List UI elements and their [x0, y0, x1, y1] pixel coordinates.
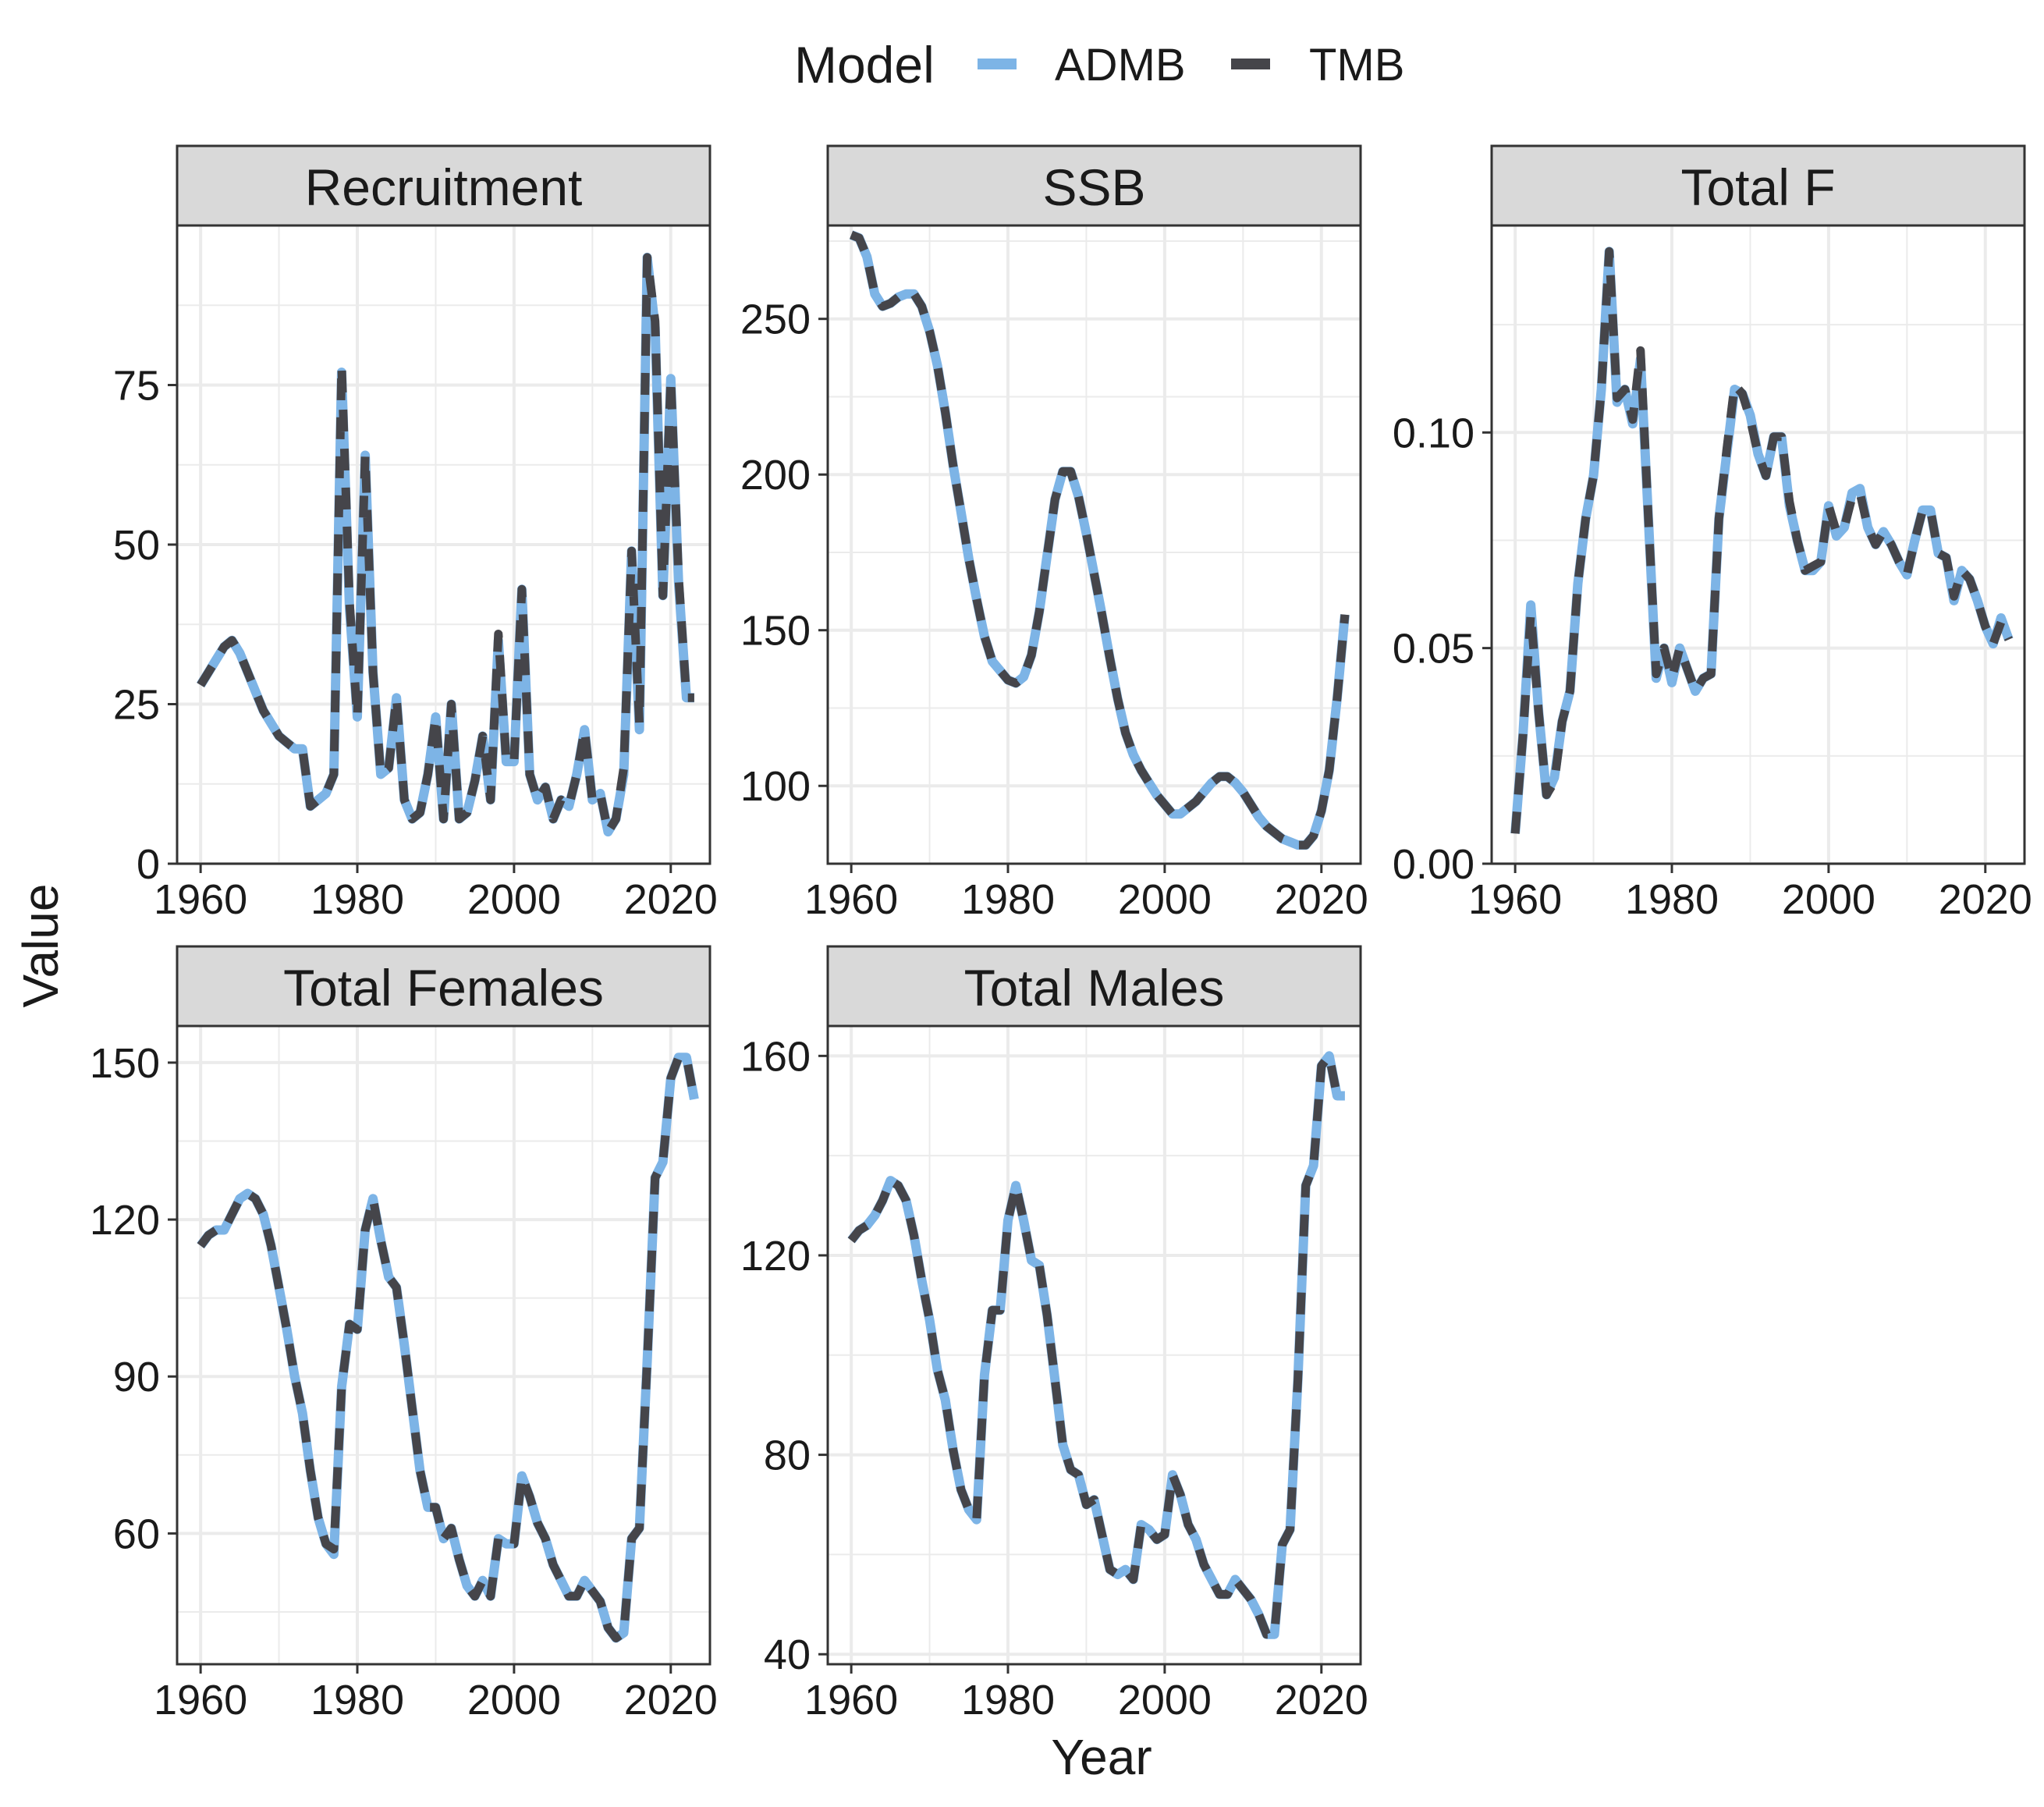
strip-label-total-males: Total Males — [964, 959, 1225, 1017]
strip-total-females — [176, 945, 711, 1028]
series-line-tmb-total-males — [847, 1051, 1345, 1639]
strip-ssb — [826, 144, 1362, 227]
x-axis-total-f: 1960 1980 2000 2020 — [1468, 864, 2032, 923]
strip-label-total-f: Total F — [1680, 158, 1835, 216]
x-axis-total-females: 1960 1980 2000 2020 — [154, 1664, 718, 1724]
x-tick-label: 1960 — [154, 1677, 247, 1724]
x-tick-label: 1960 — [804, 1677, 898, 1724]
panel-border-total-f — [1490, 224, 2026, 865]
x-tick-label: 2020 — [1275, 1677, 1368, 1724]
x-tick-label: 2020 — [624, 1677, 718, 1724]
panel-total-males: Total Males 1960 1980 2000 2020 40 80 120 160 — [740, 945, 1368, 1724]
x-axis-ssb: 1960 1980 2000 2020 — [804, 864, 1368, 923]
x-tick-label: 2000 — [1782, 876, 1875, 923]
x-tick-label: 1960 — [1468, 876, 1562, 923]
x-tick-label: 1980 — [1625, 876, 1719, 923]
x-tick-label: 2000 — [467, 1677, 561, 1724]
legend-label-admb: ADMB — [1055, 40, 1186, 91]
y-axis-ssb: 100 150 200 250 — [740, 296, 828, 810]
plot-area-ssb — [828, 225, 1361, 864]
series-total-f — [1510, 247, 2014, 834]
y-tick-label: 75 — [113, 363, 160, 410]
panel-total-f: Total F 1960 1980 2000 2020 0.00 0.05 0.10 — [1393, 144, 2032, 923]
y-axis-recruitment: 0 25 50 75 — [113, 363, 177, 888]
panel-recruitment: Recruitment 1960 1980 2000 2020 0 25 50 75 — [113, 144, 718, 923]
x-tick-label: 2000 — [1118, 1677, 1212, 1724]
x-axis-recruitment: 1960 1980 2000 2020 — [154, 864, 718, 923]
legend-title: Model — [794, 36, 935, 94]
series-total-males — [847, 1051, 1345, 1639]
x-tick-label: 1980 — [961, 876, 1055, 923]
y-tick-label: 120 — [90, 1197, 160, 1244]
strip-recruitment — [176, 144, 711, 227]
y-tick-label: 40 — [764, 1631, 811, 1678]
panel-border-total-females — [176, 1024, 711, 1666]
y-tick-label: 50 — [113, 522, 160, 569]
y-tick-label: 100 — [740, 763, 811, 810]
x-tick-label: 2020 — [1939, 876, 2032, 923]
y-tick-label: 150 — [740, 608, 811, 655]
y-tick-label: 0.05 — [1393, 626, 1474, 673]
x-tick-label: 2000 — [467, 876, 561, 923]
x-axis-title: Year — [1051, 1729, 1152, 1785]
plot-area-total-f — [1492, 225, 2024, 864]
panel-total-females: Total Females 1960 1980 2000 2020 60 90 120 150 — [90, 945, 718, 1724]
strip-total-males — [826, 945, 1362, 1028]
strip-label-total-females: Total Females — [283, 959, 604, 1017]
y-tick-label: 200 — [740, 452, 811, 499]
series-line-tmb-total-f — [1510, 247, 2013, 834]
x-tick-label: 1960 — [154, 876, 247, 923]
y-tick-label: 0.10 — [1393, 410, 1474, 456]
x-tick-label: 2020 — [624, 876, 718, 923]
panels: Recruitment 1960 1980 2000 2020 0 25 50 75 SSB 196… — [90, 144, 2032, 1724]
y-tick-label: 80 — [764, 1432, 811, 1479]
y-tick-label: 120 — [740, 1233, 811, 1280]
y-tick-label: 25 — [113, 682, 160, 729]
series-total-females — [197, 1053, 699, 1643]
legend: Model ADMB TMB — [794, 36, 1404, 94]
series-line-tmb-total-females — [197, 1053, 699, 1642]
x-tick-label: 1980 — [961, 1677, 1055, 1724]
series-recruitment — [196, 252, 694, 837]
plot-area-total-females — [177, 1026, 710, 1664]
x-tick-label: 1980 — [311, 876, 404, 923]
x-tick-label: 1980 — [311, 1677, 404, 1724]
grid-total-females — [177, 1026, 710, 1664]
y-tick-label: 160 — [740, 1033, 811, 1080]
strip-label-recruitment: Recruitment — [305, 158, 583, 216]
strip-total-f — [1490, 144, 2026, 227]
series-ssb — [849, 230, 1350, 850]
y-tick-label: 90 — [113, 1354, 160, 1401]
y-axis-total-males: 40 80 120 160 — [740, 1033, 828, 1678]
x-tick-label: 2000 — [1118, 876, 1212, 923]
legend-label-tmb: TMB — [1309, 40, 1404, 91]
y-axis-title: Value — [12, 884, 69, 1008]
series-line-tmb-ssb — [850, 230, 1350, 850]
plot-area-total-males — [828, 1026, 1361, 1664]
x-tick-label: 1960 — [804, 876, 898, 923]
x-tick-label: 2020 — [1275, 876, 1368, 923]
series-line-tmb-recruitment — [197, 253, 694, 836]
y-tick-label: 60 — [113, 1511, 160, 1557]
y-tick-label: 0.00 — [1393, 841, 1474, 888]
y-tick-label: 250 — [740, 296, 811, 343]
x-axis-total-males: 1960 1980 2000 2020 — [804, 1664, 1368, 1724]
strip-label-ssb: SSB — [1042, 158, 1145, 216]
panel-ssb: SSB 1960 1980 2000 2020 100 150 200 250 — [740, 144, 1368, 923]
y-tick-label: 0 — [137, 841, 160, 888]
panel-border-ssb — [826, 224, 1362, 865]
y-axis-total-f: 0.00 0.05 0.10 — [1393, 410, 1492, 888]
y-axis-total-females: 60 90 120 150 — [90, 1040, 177, 1557]
y-tick-label: 150 — [90, 1040, 160, 1087]
panel-border-total-males — [826, 1024, 1362, 1666]
